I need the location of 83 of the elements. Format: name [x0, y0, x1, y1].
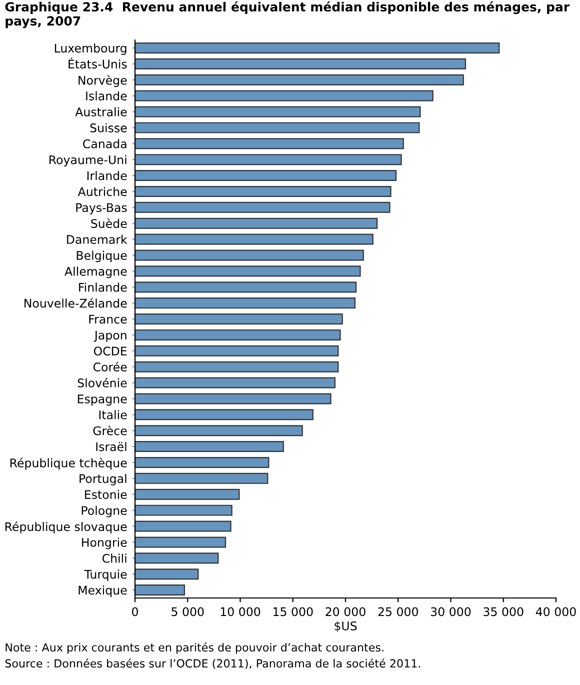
x-tick-label: 35 000 [484, 607, 524, 616]
bar [135, 154, 402, 166]
y-tick-label: Japon [94, 330, 126, 342]
y-tick-label: États-Unis [68, 57, 127, 69]
chart-title: Graphique 23.4 Revenu annuel équivalent médian disponible des ménages, par pays, 2007 [5, 1, 570, 28]
y-tick-label: Islande [86, 91, 127, 100]
bar [135, 472, 268, 484]
bar [135, 298, 356, 309]
y-tick-label: Italie [99, 410, 127, 420]
y-tick-label: Autriche [78, 186, 127, 196]
y-tick-label: Pologne [82, 506, 127, 518]
bar [135, 456, 270, 468]
bar [135, 568, 199, 580]
y-tick-label: Belgique [76, 250, 127, 262]
y-tick-label: Luxembourg [54, 43, 126, 55]
bar [135, 202, 390, 213]
bar [135, 329, 341, 340]
y-tick-label: Turquie [84, 570, 127, 582]
x-tick-label: 10 000 [220, 607, 260, 616]
y-tick-label: Australie [75, 107, 127, 116]
y-tick-label: Estonie [85, 490, 127, 500]
bar [135, 58, 466, 70]
text: Note : Aux prix courants et en parités de pouvoir d’achat courantes. [6, 642, 384, 654]
bar [135, 266, 361, 277]
y-tick-label: Hongrie [82, 538, 127, 550]
y-tick-label: Finlande [79, 282, 127, 292]
y-tick-label: Grèce [93, 426, 127, 436]
bar [135, 282, 357, 293]
x-axis-title: $US [334, 621, 357, 632]
y-tick-label: Canada [83, 139, 126, 148]
y-tick-label: Irlande [87, 171, 127, 180]
y-tick-label: OCDE [94, 346, 127, 356]
bar [135, 218, 378, 229]
x-tick-label: 20 000 [326, 607, 366, 616]
y-tick-label: Chili [102, 554, 126, 563]
y-tick-label: Corée [93, 362, 127, 372]
bar [135, 377, 336, 388]
bar [135, 488, 240, 500]
bar [135, 138, 404, 150]
bar [135, 106, 421, 118]
bar [135, 409, 314, 420]
bar [135, 234, 374, 245]
x-tick-label: 25 000 [378, 607, 418, 616]
y-tick-label: Nouvelle-Zélande [24, 298, 127, 308]
bar [135, 74, 464, 86]
bar [135, 42, 500, 54]
bar [135, 584, 186, 596]
bar [135, 122, 420, 134]
y-tick-label: Suisse [90, 123, 127, 132]
y-tick-label: Suède [91, 218, 127, 228]
bar [135, 250, 364, 261]
bar [135, 186, 392, 197]
bar [135, 504, 232, 516]
bar [135, 345, 339, 356]
y-tick-label: Mexique [78, 586, 127, 597]
y-tick-label: Danemark [67, 234, 128, 244]
y-tick-label: Israël [96, 442, 126, 452]
x-tick-label: 5 000 [172, 607, 204, 616]
y-tick-label: Royaume-Uni [49, 155, 126, 167]
bar [135, 425, 303, 436]
bar [135, 361, 339, 372]
x-tick-label: 40 000 [536, 607, 576, 616]
x-tick-label: 30 000 [430, 607, 471, 616]
bar [135, 552, 219, 564]
y-tick-label: République slovaque [5, 522, 127, 534]
y-tick-label: Espagne [78, 394, 127, 406]
bar [135, 314, 343, 324]
bar [135, 536, 226, 548]
bar [135, 441, 284, 452]
y-tick-label: Slovénie [78, 378, 127, 388]
source-note: Source : Données basées sur l’OCDE (2011), Panorama de la société 2011. [5, 658, 420, 669]
y-tick-label: République tchèque [10, 458, 127, 470]
y-tick-label: Portugal [80, 474, 126, 486]
bar [135, 90, 434, 102]
y-tick-label: Norvège [78, 75, 127, 88]
y-tick-label: Pays-Bas [76, 203, 127, 214]
x-tick-label: 0 [132, 607, 138, 616]
x-tick-label: 15 000 [274, 607, 313, 616]
y-tick-label: Allemagne [64, 266, 127, 278]
bar [135, 170, 397, 182]
bar [135, 520, 232, 532]
y-tick-label: France [89, 314, 127, 324]
bar [135, 393, 332, 404]
